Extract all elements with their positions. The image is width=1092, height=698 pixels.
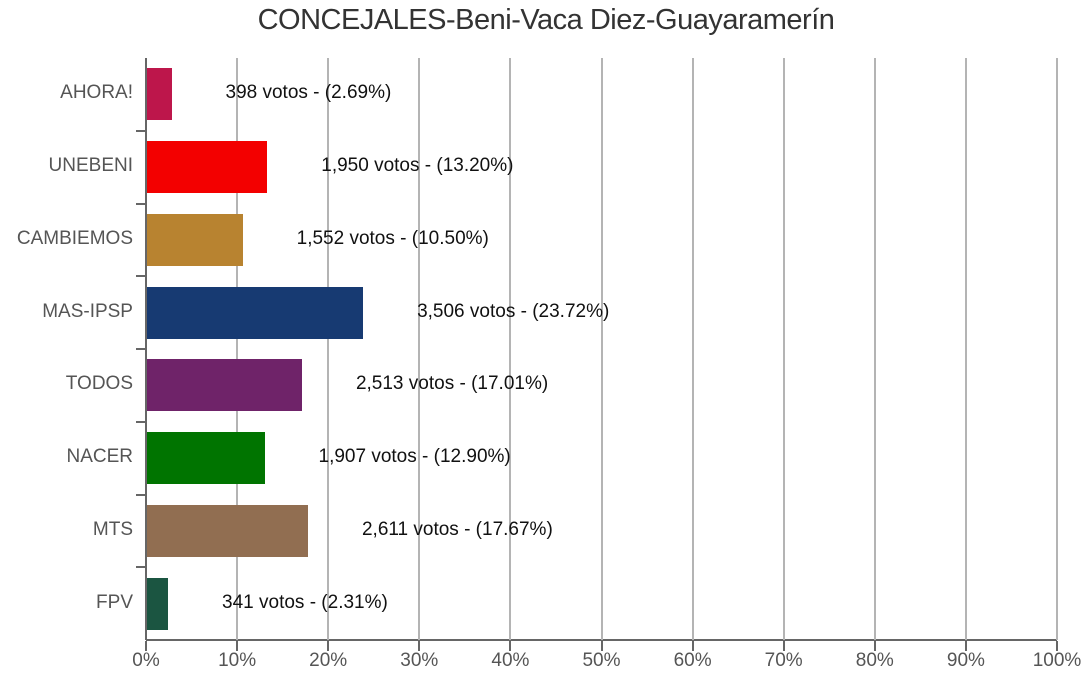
- bar-row: UNEBENI 1,950 votos - (13.20%): [49, 131, 1057, 204]
- bar-row: CAMBIEMOS 1,552 votos - (10.50%): [17, 204, 1057, 277]
- bar[interactable]: [147, 141, 268, 194]
- x-tick: [509, 641, 512, 651]
- x-tick: [873, 641, 876, 651]
- gridline: [600, 58, 603, 640]
- x-tick-label: 40%: [491, 650, 530, 671]
- chart-title: CONCEJALES-Beni-Vaca Diez-Guayaramerín: [257, 4, 835, 36]
- data-label: 1,907 votos - (12.90%): [318, 446, 511, 468]
- data-label: 341 votos - (2.31%): [222, 591, 388, 613]
- bar[interactable]: [147, 359, 302, 412]
- bar-row: TODOS 2,513 votos - (17.01%): [66, 349, 1057, 422]
- data-label: 398 votos - (2.69%): [225, 82, 392, 104]
- gridline: [1056, 58, 1058, 640]
- category-label: AHORA!: [60, 82, 133, 104]
- y-tick: [136, 275, 146, 278]
- category-label: NACER: [66, 446, 133, 468]
- x-tick-label: 90%: [946, 650, 985, 671]
- category-label: FPV: [96, 591, 133, 613]
- x-tick-label: 20%: [309, 650, 348, 671]
- x-tick-label: 50%: [582, 650, 621, 671]
- bar[interactable]: [147, 68, 172, 121]
- x-axis: [146, 639, 1057, 641]
- bar[interactable]: [147, 577, 169, 630]
- x-tick-label: 70%: [764, 650, 803, 671]
- x-tick: [327, 641, 330, 651]
- data-label: 3,506 votos - (23.72%): [417, 300, 610, 322]
- x-tick: [782, 641, 785, 651]
- x-tick-label: 100%: [1032, 650, 1082, 671]
- category-label: TODOS: [65, 373, 133, 395]
- bar-row: MTS 2,611 votos - (17.67%): [93, 495, 1057, 568]
- x-tick: [600, 641, 603, 651]
- category-label: CAMBIEMOS: [16, 227, 133, 249]
- bar[interactable]: [147, 286, 364, 339]
- x-tick-label: 10%: [218, 650, 257, 671]
- x-tick-label: 30%: [400, 650, 439, 671]
- bar-row: MAS-IPSP 3,506 votos - (23.72%): [42, 276, 1057, 349]
- y-tick: [136, 493, 146, 496]
- data-label: 1,950 votos - (13.20%): [321, 155, 514, 177]
- bar-row: FPV 341 votos - (2.31%): [96, 567, 1057, 640]
- y-tick: [136, 129, 146, 132]
- x-tick: [236, 641, 239, 651]
- y-tick: [136, 566, 146, 569]
- data-label: 2,513 votos - (17.01%): [355, 373, 549, 395]
- category-label: UNEBENI: [48, 155, 133, 177]
- data-label: 2,611 votos - (17.67%): [361, 518, 553, 540]
- x-tick: [418, 641, 421, 651]
- data-label: 1,552 votos - (10.50%): [296, 227, 489, 249]
- x-tick: [145, 641, 147, 651]
- category-label: MAS-IPSP: [42, 300, 133, 322]
- x-tick-label: 60%: [673, 650, 712, 671]
- y-axis: [145, 58, 147, 640]
- y-tick: [136, 348, 146, 350]
- x-tick: [1056, 641, 1058, 651]
- plot-area: AHORA! 398 votos - (2.69%) UNEBENI 1,950 vo…: [17, 58, 1058, 651]
- bar-row: NACER 1,907 votos - (12.90%): [66, 422, 1057, 495]
- gridline: [691, 58, 694, 640]
- category-label: MTS: [92, 518, 133, 540]
- gridline: [873, 58, 876, 640]
- y-tick: [136, 202, 146, 205]
- y-tick: [136, 420, 146, 423]
- gridline: [964, 58, 967, 640]
- gridline: [782, 58, 785, 640]
- x-tick-label: 0%: [132, 650, 160, 671]
- bar[interactable]: [147, 213, 243, 266]
- x-tick: [691, 641, 694, 651]
- gridline: [327, 58, 330, 640]
- bar[interactable]: [147, 504, 308, 557]
- bar-row: AHORA! 398 votos - (2.69%): [60, 58, 1057, 131]
- gridline: [418, 58, 421, 640]
- x-tick-label: 80%: [855, 650, 894, 671]
- gridline: [236, 58, 239, 640]
- bar[interactable]: [147, 432, 265, 485]
- x-tick: [964, 641, 967, 651]
- gridline: [509, 58, 512, 640]
